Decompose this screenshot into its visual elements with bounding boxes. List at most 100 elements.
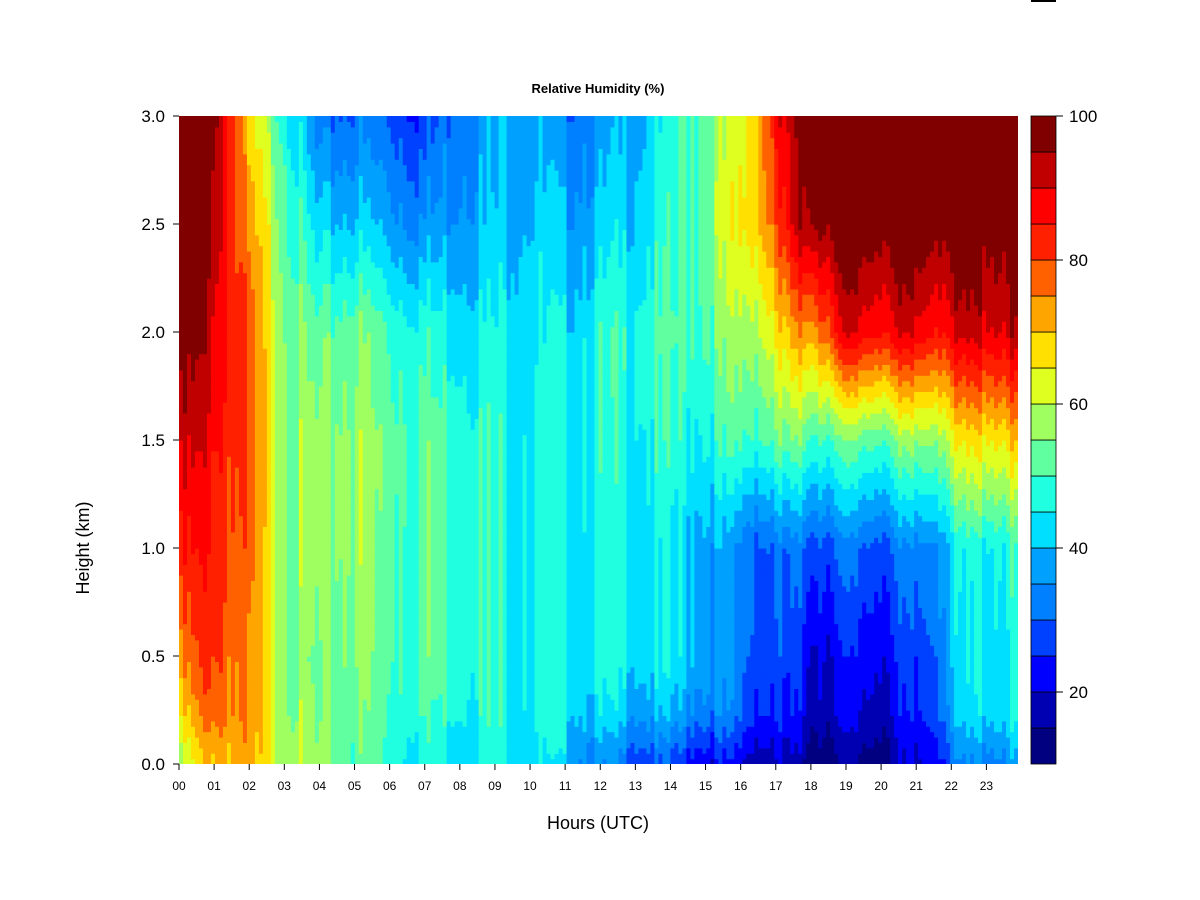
heatmap-cell bbox=[334, 742, 340, 749]
heatmap-cell bbox=[206, 580, 212, 587]
heatmap-cell bbox=[282, 521, 288, 527]
heatmap-cell bbox=[262, 267, 268, 274]
heatmap-cell bbox=[326, 418, 332, 425]
heatmap-cell bbox=[183, 116, 188, 122]
heatmap-cell bbox=[238, 380, 244, 387]
heatmap-cell bbox=[302, 591, 308, 598]
heatmap-cell bbox=[274, 737, 280, 743]
heatmap-cell bbox=[214, 650, 220, 657]
heatmap-cell bbox=[334, 747, 340, 754]
heatmap-cell bbox=[262, 737, 268, 743]
heatmap-cell bbox=[278, 159, 284, 166]
heatmap-cell bbox=[282, 407, 288, 414]
heatmap-cell bbox=[179, 164, 184, 171]
heatmap-cell bbox=[330, 688, 336, 695]
heatmap-cell bbox=[242, 661, 248, 668]
heatmap-cell bbox=[326, 531, 332, 538]
heatmap-cell bbox=[190, 445, 196, 452]
heatmap-cell bbox=[218, 159, 224, 166]
heatmap-cell bbox=[214, 618, 220, 625]
heatmap-cell bbox=[294, 704, 300, 711]
heatmap-cell bbox=[250, 742, 256, 749]
heatmap-cell bbox=[334, 137, 340, 144]
heatmap-cell bbox=[318, 423, 324, 430]
heatmap-cell bbox=[334, 434, 340, 441]
heatmap-cell bbox=[262, 607, 268, 614]
heatmap-cell bbox=[198, 267, 204, 274]
heatmap-cell bbox=[306, 121, 312, 128]
heatmap-cell bbox=[310, 607, 316, 614]
heatmap-cell bbox=[314, 704, 320, 711]
heatmap-cell bbox=[326, 731, 332, 738]
heatmap-cell bbox=[318, 342, 324, 349]
heatmap-cell bbox=[214, 299, 220, 306]
heatmap-cell bbox=[238, 148, 244, 155]
heatmap-cell bbox=[330, 720, 336, 727]
heatmap-cell bbox=[258, 267, 264, 274]
heatmap-cell bbox=[318, 278, 324, 284]
heatmap-cell bbox=[238, 407, 244, 414]
heatmap-cell bbox=[342, 494, 348, 500]
heatmap-cell bbox=[278, 715, 284, 722]
heatmap-cell bbox=[334, 218, 340, 225]
heatmap-cell bbox=[254, 418, 260, 425]
heatmap-cell bbox=[202, 294, 208, 301]
heatmap-cell bbox=[266, 137, 272, 144]
heatmap-cell bbox=[250, 504, 256, 511]
heatmap-cell bbox=[254, 375, 260, 382]
heatmap-cell bbox=[326, 407, 332, 414]
heatmap-cell bbox=[234, 137, 240, 144]
heatmap-cell bbox=[266, 121, 272, 128]
heatmap-cell bbox=[186, 456, 192, 463]
heatmap-cell bbox=[290, 596, 296, 603]
heatmap-cell bbox=[222, 256, 228, 263]
heatmap-cell bbox=[242, 278, 248, 284]
heatmap-cell bbox=[274, 445, 280, 452]
heatmap-cell bbox=[318, 229, 324, 236]
heatmap-cell bbox=[202, 337, 208, 344]
heatmap-cell bbox=[206, 618, 212, 625]
heatmap-cell bbox=[258, 407, 264, 414]
heatmap-cell bbox=[214, 531, 220, 538]
heatmap-cell bbox=[254, 332, 260, 338]
heatmap-cell bbox=[226, 240, 232, 247]
heatmap-cell bbox=[183, 612, 188, 619]
heatmap-cell bbox=[294, 170, 300, 176]
heatmap-cell bbox=[286, 715, 292, 722]
heatmap-cell bbox=[318, 132, 324, 139]
heatmap-cell bbox=[330, 310, 336, 317]
heatmap-cell bbox=[282, 634, 288, 641]
heatmap-cell bbox=[306, 332, 312, 338]
heatmap-cell bbox=[226, 191, 232, 198]
heatmap-cell bbox=[334, 251, 340, 257]
heatmap-cell bbox=[218, 629, 224, 635]
heatmap-cell bbox=[274, 623, 280, 630]
heatmap-cell bbox=[302, 191, 308, 198]
heatmap-cell bbox=[194, 299, 200, 306]
heatmap-cell bbox=[306, 672, 312, 679]
heatmap-cell bbox=[270, 699, 276, 706]
heatmap-cell bbox=[310, 413, 316, 419]
heatmap-cell bbox=[322, 380, 328, 387]
heatmap-cell bbox=[326, 332, 332, 338]
heatmap-cell bbox=[270, 294, 276, 301]
heatmap-cell bbox=[179, 278, 184, 284]
heatmap-cell bbox=[290, 629, 296, 635]
heatmap-cell bbox=[183, 402, 188, 409]
heatmap-cell bbox=[222, 180, 228, 187]
heatmap-cell bbox=[242, 672, 248, 679]
heatmap-cell bbox=[310, 337, 316, 344]
heatmap-cell bbox=[310, 548, 316, 554]
heatmap-cell bbox=[290, 710, 296, 716]
heatmap-cell bbox=[218, 224, 224, 230]
heatmap-cell bbox=[202, 434, 208, 441]
heatmap-cell bbox=[286, 180, 292, 187]
heatmap-cell bbox=[290, 137, 296, 144]
heatmap-cell bbox=[326, 180, 332, 187]
heatmap-cell bbox=[298, 278, 304, 284]
heatmap-cell bbox=[246, 213, 252, 220]
heatmap-cell bbox=[250, 375, 256, 382]
heatmap-cell bbox=[222, 337, 228, 344]
heatmap-cell bbox=[202, 575, 208, 581]
heatmap-cell bbox=[294, 758, 300, 764]
